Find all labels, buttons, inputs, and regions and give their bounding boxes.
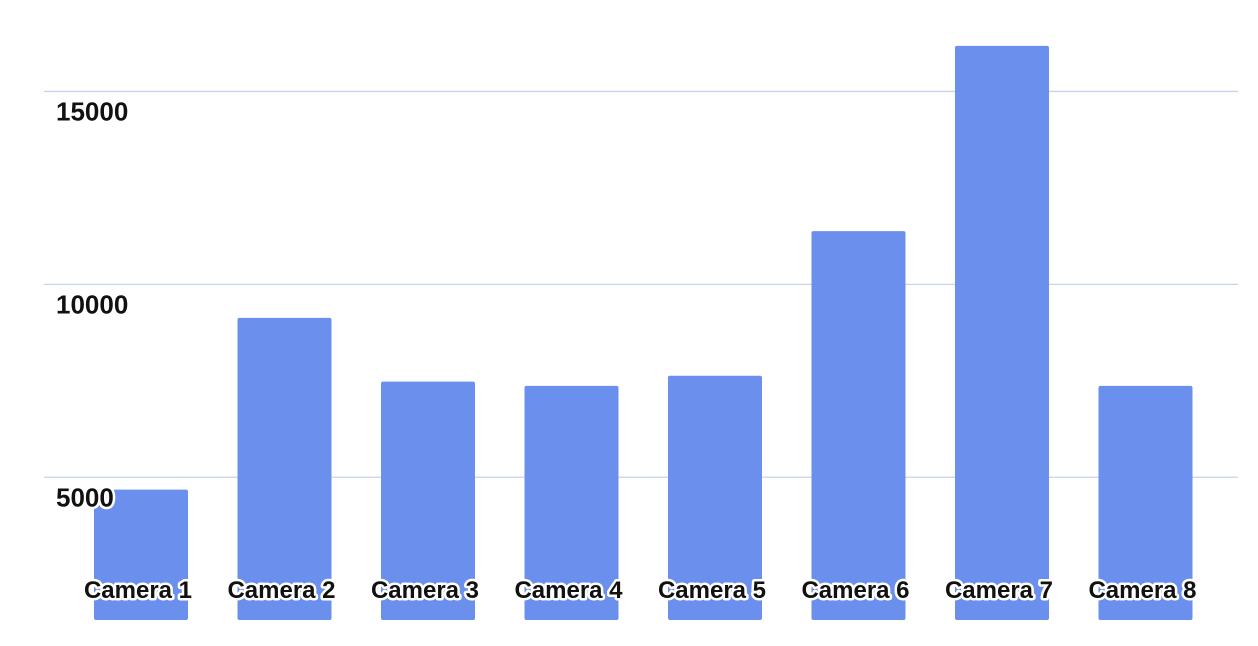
category-label-camera-1: Camera 1: [84, 577, 192, 604]
y-tick-label-10000: 10000: [56, 289, 128, 319]
bar-camera-3: [381, 381, 475, 620]
bars: [94, 45, 1193, 621]
gridlines: [44, 90, 1238, 478]
category-label-camera-8: Camera 8: [1088, 577, 1196, 604]
category-label-camera-5: Camera 5: [658, 577, 766, 604]
bar-camera-6: [811, 231, 906, 620]
category-label-camera-3: Camera 3: [371, 577, 479, 604]
bar-camera-2: [237, 317, 332, 620]
category-label-camera-4: Camera 4: [514, 577, 623, 604]
category-label-camera-2: Camera 2: [227, 577, 335, 604]
y-tick-label-5000: 5000: [56, 482, 114, 512]
bar-camera-1: [94, 489, 188, 620]
bar-camera-4: [524, 385, 619, 620]
y-axis-tick-labels: 5000 10000 15000: [54, 94, 131, 515]
y-tick-label-15000: 15000: [56, 96, 128, 126]
x-axis-category-labels: Camera 1 Camera 2 Camera 3 Camera 4 Camera 5…: [81, 575, 1199, 607]
category-label-camera-6: Camera 6: [801, 577, 909, 604]
bar-camera-5: [668, 375, 762, 620]
category-label-camera-7: Camera 7: [945, 577, 1053, 604]
bar-camera-7: [955, 45, 1049, 621]
bar-camera-8: [1098, 385, 1193, 620]
